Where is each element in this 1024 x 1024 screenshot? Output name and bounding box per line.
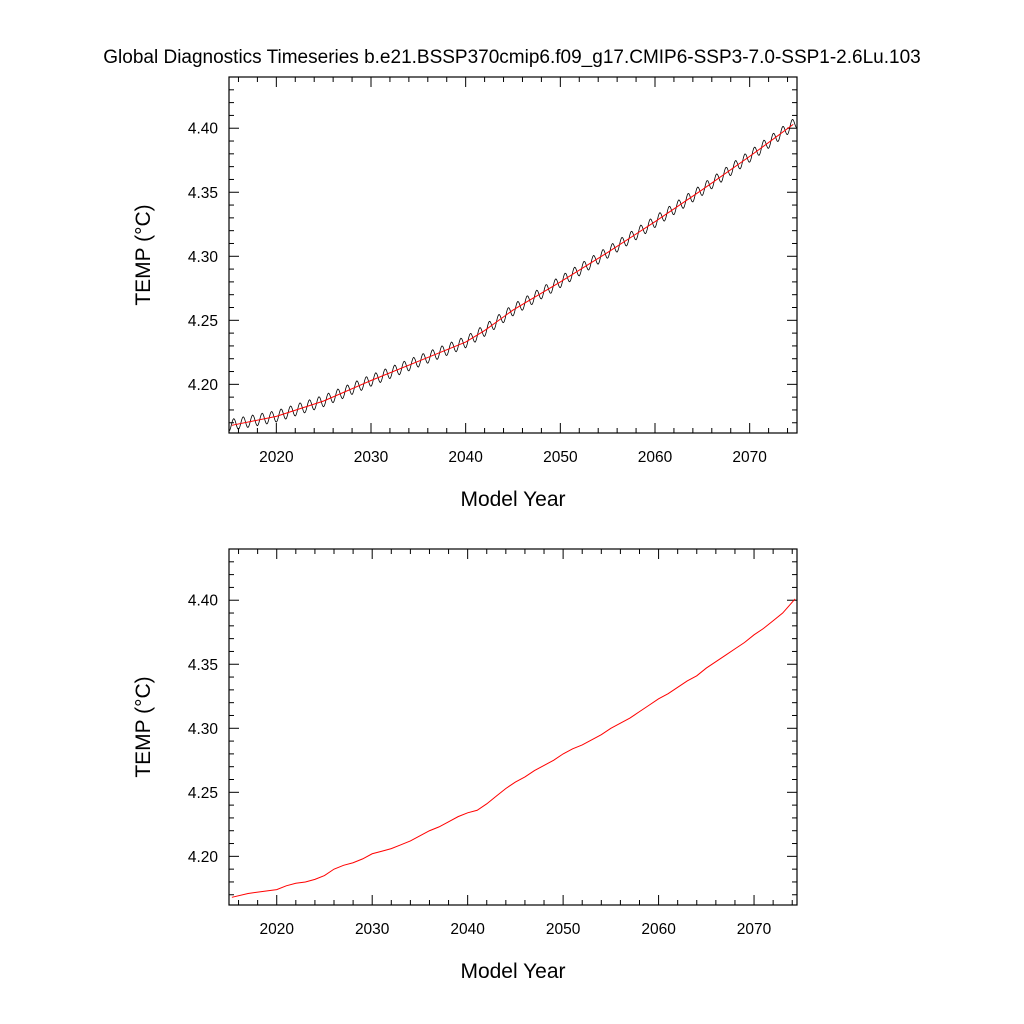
x-tick-label: 2050: [543, 449, 578, 466]
x-tick-label: 2070: [737, 921, 772, 938]
x-axis-label: Model Year: [460, 488, 565, 511]
chart-title: Global Diagnostics Timeseries b.e21.BSSP…: [103, 47, 920, 68]
y-tick-label: 4.40: [188, 593, 219, 610]
y-tick-label: 4.40: [188, 121, 219, 138]
x-tick-label: 2040: [448, 449, 483, 466]
y-tick-label: 4.25: [188, 313, 218, 330]
y-tick-label: 4.30: [188, 249, 219, 266]
x-tick-label: 2060: [641, 921, 676, 938]
x-tick-label: 2020: [259, 921, 294, 938]
annual-series-line: [231, 598, 796, 898]
x-tick-label: 2030: [354, 449, 389, 466]
x-axis-label: Model Year: [460, 960, 565, 983]
y-tick-label: 4.20: [188, 377, 219, 394]
y-tick-label: 4.30: [188, 721, 219, 738]
minor-ticks: [229, 548, 797, 905]
y-axis-label: TEMP (°C): [132, 676, 155, 777]
bottom-panel: 2020 2030 2040 2050 2060 2070 4.20 4.25 4.30 4.35…: [132, 548, 798, 983]
x-tick-label: 2020: [259, 449, 294, 466]
annual-series-line: [231, 123, 794, 426]
minor-ticks: [229, 76, 797, 433]
y-tick-label: 4.25: [188, 785, 218, 802]
x-tick-label: 2040: [450, 921, 485, 938]
y-axis-label: TEMP (°C): [132, 204, 155, 305]
y-tick-label: 4.35: [188, 185, 218, 202]
top-panel: 2020 2030 2040 2050 2060 2070 4.20 4.25 4.30 4.35…: [132, 76, 798, 511]
y-tick-label: 4.35: [188, 657, 218, 674]
monthly-series-line: [228, 119, 798, 432]
x-tick-label: 2050: [546, 921, 581, 938]
plot-frame: [228, 548, 798, 906]
y-tick-label: 4.20: [188, 849, 219, 866]
x-tick-label: 2060: [638, 449, 673, 466]
plot-frame: [228, 76, 798, 434]
x-tick-label: 2030: [355, 921, 390, 938]
x-tick-label: 2070: [732, 449, 767, 466]
